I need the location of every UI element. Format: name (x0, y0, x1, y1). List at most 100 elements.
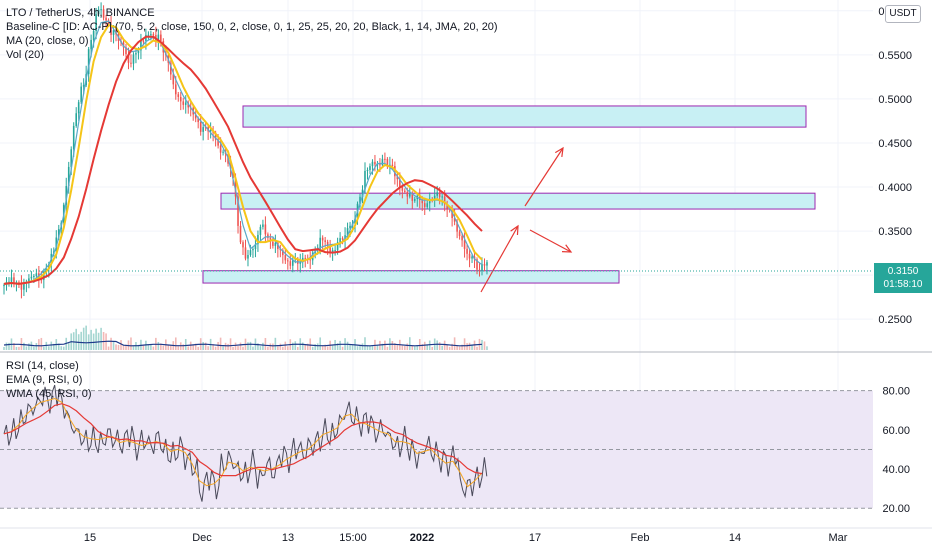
candle-body (406, 191, 409, 197)
chart-legend: LTO / TetherUS, 4h, BINANCE Baseline-C [… (6, 6, 498, 62)
arrow-head (510, 224, 519, 236)
legend-ema[interactable]: EMA (9, RSI, 0) (6, 374, 83, 386)
candle-body (443, 196, 446, 205)
volume-bar (85, 325, 87, 350)
volume-bar (416, 345, 419, 350)
volume-bar (311, 346, 314, 350)
legend-rsi[interactable]: RSI (14, close) (6, 360, 79, 372)
moving-averages (3, 20, 483, 285)
candle-body (95, 14, 97, 32)
volume-bar (23, 342, 25, 350)
volume-bar (259, 346, 262, 350)
candle-body (349, 225, 351, 229)
time-tick-label: Dec (192, 532, 212, 544)
candle-body (267, 234, 269, 238)
volume-bar (411, 345, 414, 350)
volume-bar (476, 346, 478, 350)
candle-body (331, 250, 334, 253)
candle-body (182, 101, 185, 105)
rsi-legend: RSI (14, close) EMA (9, RSI, 0) WMA (45,… (6, 359, 92, 401)
candle-body (30, 276, 33, 279)
volume-bar (448, 346, 451, 350)
candle-body (483, 264, 486, 266)
volume-bar (346, 341, 349, 350)
legend-vol[interactable]: Vol (20) (6, 49, 44, 61)
volume-bar (189, 341, 192, 350)
volume-bar (227, 343, 229, 350)
candle-body (242, 242, 244, 248)
price-tick-label: 0.4000 (878, 182, 912, 194)
volume-bar (471, 345, 473, 350)
volume-bar (468, 342, 471, 350)
rsi-axis[interactable]: 80.00 60.00 40.00 20.00 (882, 386, 910, 516)
volume-bar (409, 337, 411, 350)
candle-body (468, 253, 471, 259)
volume-bar (13, 343, 15, 350)
volume-bar (80, 331, 82, 350)
candle-body (187, 102, 190, 108)
volume-bar (214, 346, 217, 350)
candle-body (28, 278, 30, 282)
candle-body (142, 40, 145, 42)
candle-body (194, 114, 197, 119)
volume-bar (321, 346, 324, 350)
volume-bar (456, 345, 458, 350)
legend-wma[interactable]: WMA (45, RSI, 0) (6, 388, 92, 400)
volume-bar (418, 338, 421, 350)
candle-body (341, 238, 344, 240)
volume-bar (463, 338, 466, 350)
candle-body (329, 246, 331, 253)
volume-bar (436, 340, 438, 350)
candle-body (413, 198, 416, 201)
candle-body (264, 224, 267, 235)
candle-body (436, 192, 438, 196)
symbol-title[interactable]: LTO / TetherUS, 4h, BINANCE (6, 7, 155, 19)
volume-bar (52, 343, 55, 350)
last-price-countdown: 01:58:10 (883, 279, 923, 290)
volume-bar (326, 346, 329, 350)
candle-body (105, 17, 107, 21)
candle-body (80, 86, 82, 103)
candle-body (321, 237, 324, 241)
volume-bar (461, 344, 463, 350)
volume-bar (204, 342, 207, 350)
candle-body (82, 85, 85, 87)
price-tick-label: 0.4500 (878, 138, 912, 150)
currency-button[interactable]: USDT (885, 5, 921, 23)
volume-bar (287, 346, 289, 350)
volume-bar (15, 346, 18, 350)
legend-ma[interactable]: MA (20, close, 0) (6, 35, 89, 47)
volume-bar (160, 343, 162, 350)
volume-bar (381, 343, 384, 350)
time-axis[interactable]: 15 Dec 13 15:00 2022 17 Feb 14 Mar (0, 527, 932, 544)
volume-bar (413, 346, 416, 350)
support-resistance-zones[interactable] (202, 105, 816, 284)
volume-bar (269, 343, 272, 350)
volume-bar (25, 346, 28, 350)
volume-bar (162, 345, 165, 350)
volume-bar (441, 345, 443, 350)
volume-bars (3, 325, 488, 350)
volume-bar (122, 345, 125, 350)
candle-body (461, 236, 463, 241)
candle-body (13, 277, 15, 283)
volume-bar (142, 345, 145, 350)
candle-body (401, 187, 404, 191)
candle-body (130, 62, 132, 64)
volume-bar (152, 346, 155, 350)
volume-bar (384, 340, 386, 350)
candle-body (177, 94, 180, 97)
volume-bar (75, 328, 77, 350)
volume-bar (202, 342, 204, 350)
legend-baseline[interactable]: Baseline-C [ID: AC-P] (70, 5, 2, close, … (6, 21, 498, 33)
candle-body (396, 176, 399, 180)
ma-red-line (3, 35, 483, 285)
rsi-ema-line (3, 397, 483, 488)
volume-bar (264, 337, 267, 350)
volume-bar (3, 347, 5, 350)
candle-body (239, 225, 242, 243)
candle-body (272, 241, 274, 246)
candle-body (339, 238, 341, 243)
projection-arrows[interactable] (480, 146, 573, 293)
